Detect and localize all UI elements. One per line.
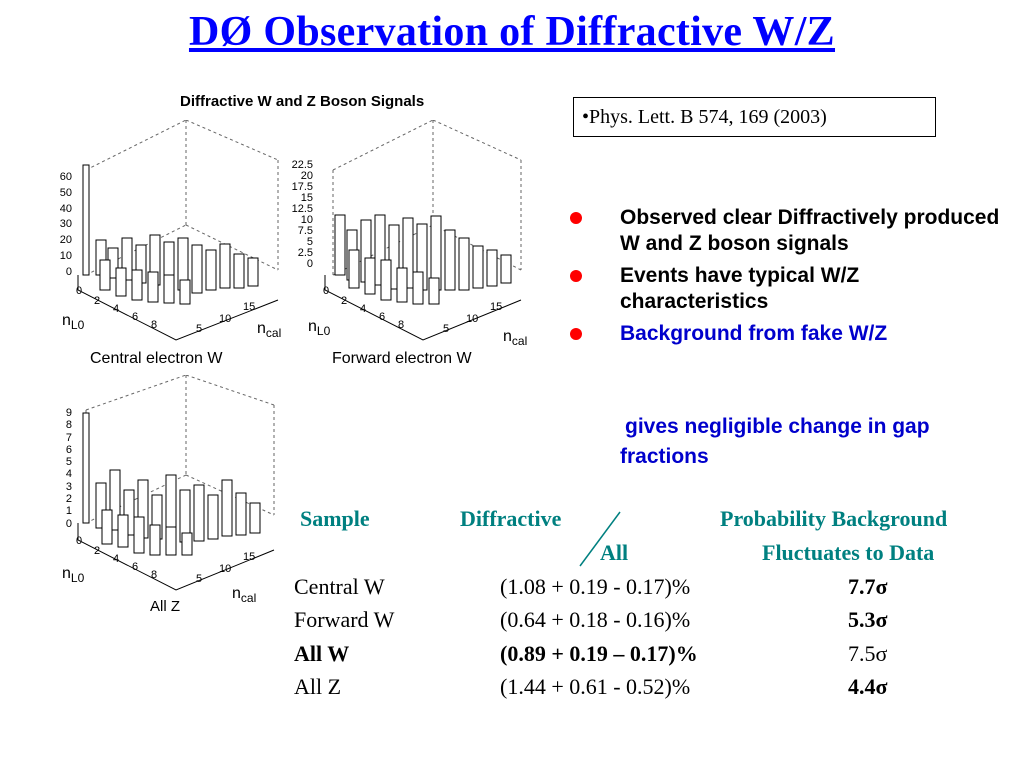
bullet-list: Observed clear Diffractively produced W …	[566, 205, 1006, 347]
ncal-tick: 15	[490, 301, 503, 313]
nl0-tick: 6	[132, 311, 139, 323]
fraction-slash-icon	[579, 511, 621, 567]
bullet-dot-icon	[570, 328, 582, 340]
nl0-tick: 6	[132, 561, 139, 573]
table-row-sample: Forward W	[294, 607, 395, 632]
table-row-prob: 7.7σ	[848, 574, 888, 599]
col-header-sample: Sample	[300, 506, 370, 531]
z-tick: 0	[306, 258, 313, 270]
ncal-tick: 10	[466, 313, 479, 325]
axis-label-ncal: ncal	[257, 320, 282, 341]
table-row-fraction: (0.64 + 0.18 - 0.16)%	[500, 607, 691, 632]
z-tick: 9	[65, 407, 72, 419]
bullet-item: Background from fake W/Z	[566, 321, 1006, 347]
bullet-item: Events have typical W/Z characteristics	[566, 263, 1006, 315]
axis-label-ncal: ncal	[232, 585, 257, 606]
axis-label-ncal: ncal	[503, 328, 528, 349]
slide-title: DØ Observation of Diffractive W/Z	[188, 9, 836, 55]
nl0-tick: 4	[113, 303, 120, 315]
ncal-tick: 5	[196, 573, 203, 585]
nl0-tick: 2	[341, 295, 348, 307]
lego-plot-central-w: 60 50 40 30 20 10 0 0 2 4 6 8 5 10 15	[38, 119, 298, 345]
bullet-continuation: gives negligible change in gap fractions	[620, 415, 930, 468]
col-header-diffractive: Diffractive	[460, 506, 562, 531]
nl0-tick: 2	[94, 295, 101, 307]
reference-box: •Phys. Lett. B 574, 169 (2003)	[573, 97, 936, 137]
ncal-tick: 10	[219, 563, 232, 575]
table-row-prob: 4.4σ	[848, 674, 888, 699]
panel-caption: Forward electron W	[332, 350, 472, 367]
z-tick: 6	[65, 443, 72, 456]
z-tick: 1	[65, 505, 72, 518]
z-tick: 40	[59, 202, 72, 215]
table-row-fraction: (1.08 + 0.19 - 0.17)%	[500, 574, 691, 599]
ncal-tick: 15	[243, 301, 256, 313]
col-header-probability: Probability Background	[720, 506, 948, 531]
z-tick: 30	[59, 218, 72, 231]
nl0-tick: 6	[379, 311, 386, 323]
nl0-tick: 8	[151, 569, 158, 581]
nl0-tick: 4	[113, 553, 120, 565]
axis-label-nl0: nL0	[62, 312, 85, 333]
bullet-item: Observed clear Diffractively produced W …	[566, 205, 1006, 257]
nl0-tick: 8	[398, 319, 405, 331]
ncal-tick: 5	[443, 323, 450, 335]
z-tick: 22.5	[291, 159, 313, 171]
ncal-tick: 10	[219, 313, 232, 325]
z-tick: 4	[65, 468, 72, 481]
table-row-prob: 5.3σ	[848, 607, 888, 632]
ncal-tick: 5	[196, 323, 203, 335]
table-row-sample: All W	[294, 641, 350, 666]
bullet-dot-icon	[570, 212, 582, 224]
z-tick: 5	[306, 236, 313, 248]
z-tick: 8	[65, 419, 72, 432]
z-tick: 20	[59, 234, 72, 247]
lego-plot-all-z: 9 8 7 6 5 4 3 2 1 0 0 2 4 6 8 5 10 15	[38, 374, 298, 600]
z-tick: 2.5	[297, 247, 313, 259]
panel-caption: Central electron W	[90, 350, 223, 367]
lego-plot-forward-w-svg	[324, 119, 522, 341]
z-tick: 2	[65, 493, 72, 506]
nl0-tick: 0	[76, 285, 83, 297]
z-tick: 10	[59, 249, 72, 262]
z-tick: 12.5	[291, 203, 313, 215]
nl0-tick: 2	[94, 545, 101, 557]
table-row-prob: 7.5σ	[848, 641, 888, 666]
z-tick: 10	[300, 214, 313, 226]
z-tick: 7	[65, 431, 72, 444]
z-tick: 0	[65, 517, 72, 530]
col-header-fluctuates: Fluctuates to Data	[762, 540, 935, 565]
z-tick: 17.5	[291, 181, 313, 193]
figure-title: Diffractive W and Z Boson Signals	[180, 93, 425, 110]
table-row-fraction: (1.44 + 0.61 - 0.52)%	[500, 674, 691, 699]
axis-label-nl0: nL0	[62, 565, 85, 586]
nl0-tick: 0	[323, 285, 330, 297]
nl0-tick: 4	[360, 303, 367, 315]
nl0-tick: 0	[76, 535, 83, 547]
lego-plot-central-w-svg	[77, 119, 279, 341]
z-tick: 5	[65, 456, 72, 469]
z-tick: 3	[65, 480, 72, 493]
z-tick: 20	[300, 170, 313, 182]
axis-label-nl0: nL0	[308, 318, 331, 339]
table-row-sample: All Z	[294, 674, 342, 699]
ncal-tick: 15	[243, 551, 256, 563]
table-row-fraction: (0.89 + 0.19 – 0.17)%	[500, 641, 698, 666]
z-tick: 7.5	[297, 225, 313, 237]
bullet-dot-icon	[570, 270, 582, 282]
z-tick: 60	[59, 171, 72, 183]
col-header-all: All	[600, 540, 629, 565]
lego-plot-all-z-svg	[77, 374, 275, 591]
z-tick: 50	[59, 186, 72, 199]
lego-plot-forward-w: 22.5 20 17.5 15 12.5 10 7.5 5 2.5 0 0 2 …	[285, 119, 545, 345]
z-tick: 0	[65, 265, 72, 278]
nl0-tick: 8	[151, 319, 158, 331]
table-row-sample: Central W	[294, 574, 385, 599]
panel-caption: All Z	[150, 598, 180, 615]
z-tick: 15	[300, 192, 313, 204]
